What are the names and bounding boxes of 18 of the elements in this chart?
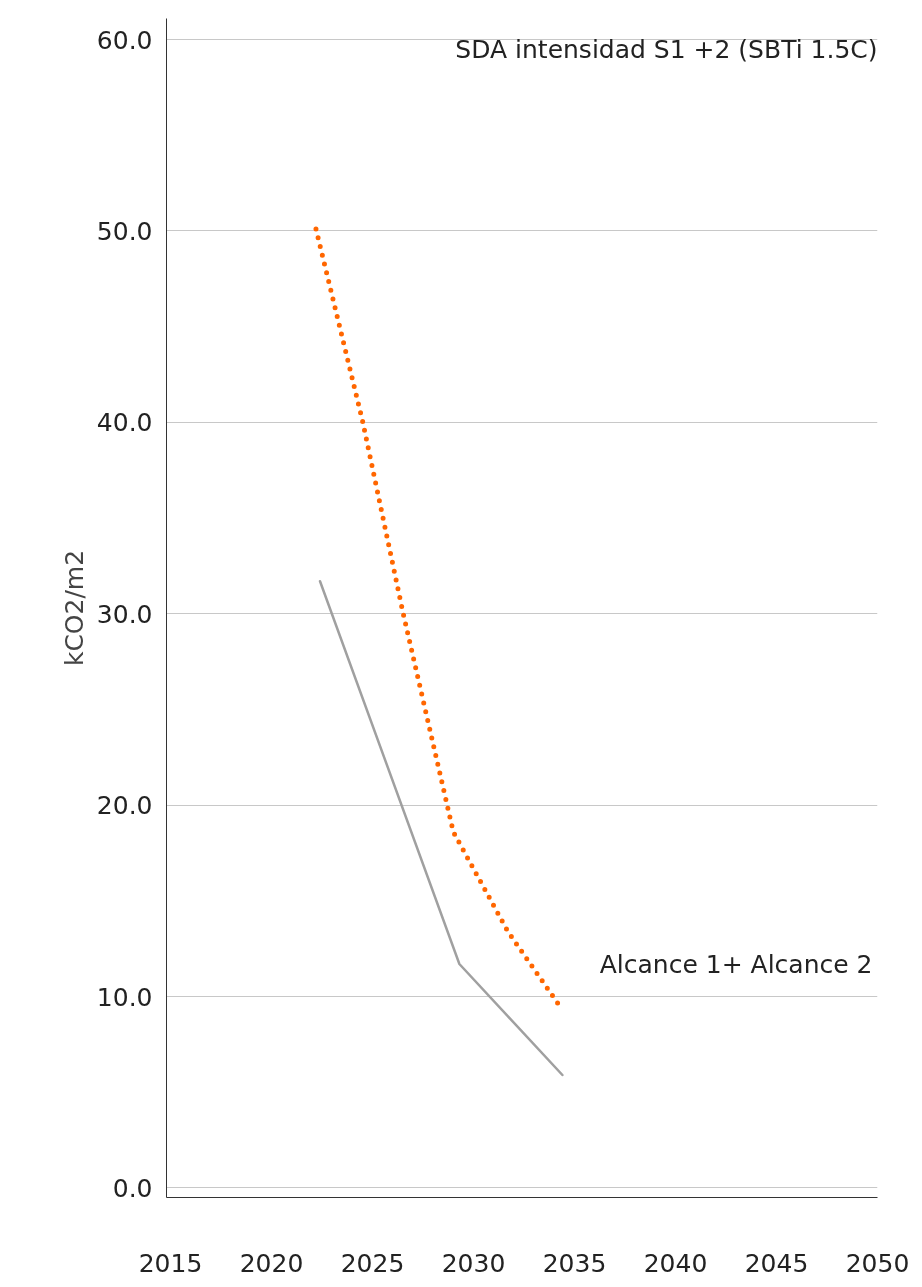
x-tick-label: 2050 [845,1248,910,1278]
y-tick-label: 60.0 [96,25,153,55]
x-tick-label: 2030 [441,1248,506,1278]
y-tick-label: 40.0 [96,408,153,438]
y-axis-title: kCO2/m2 [59,549,89,667]
x-tick-label: 2040 [643,1248,708,1278]
annotation: SDA intensidad S1 +2 (SBTi 1.5C) [455,34,878,64]
y-tick-label: 10.0 [96,982,153,1012]
x-tick-label: 2020 [239,1248,304,1278]
y-tick-label: 20.0 [96,791,153,821]
y-tick-label: 50.0 [96,216,153,246]
y-tick-label: 30.0 [96,599,153,629]
x-tick-label: 2045 [744,1248,809,1278]
x-tick-label: 2035 [542,1248,607,1278]
y-tick-label: 0.0 [112,1173,153,1203]
annotation: Alcance 1+ Alcance 2 [599,949,873,979]
x-tick-label: 2015 [138,1248,203,1278]
x-tick-label: 2025 [340,1248,405,1278]
